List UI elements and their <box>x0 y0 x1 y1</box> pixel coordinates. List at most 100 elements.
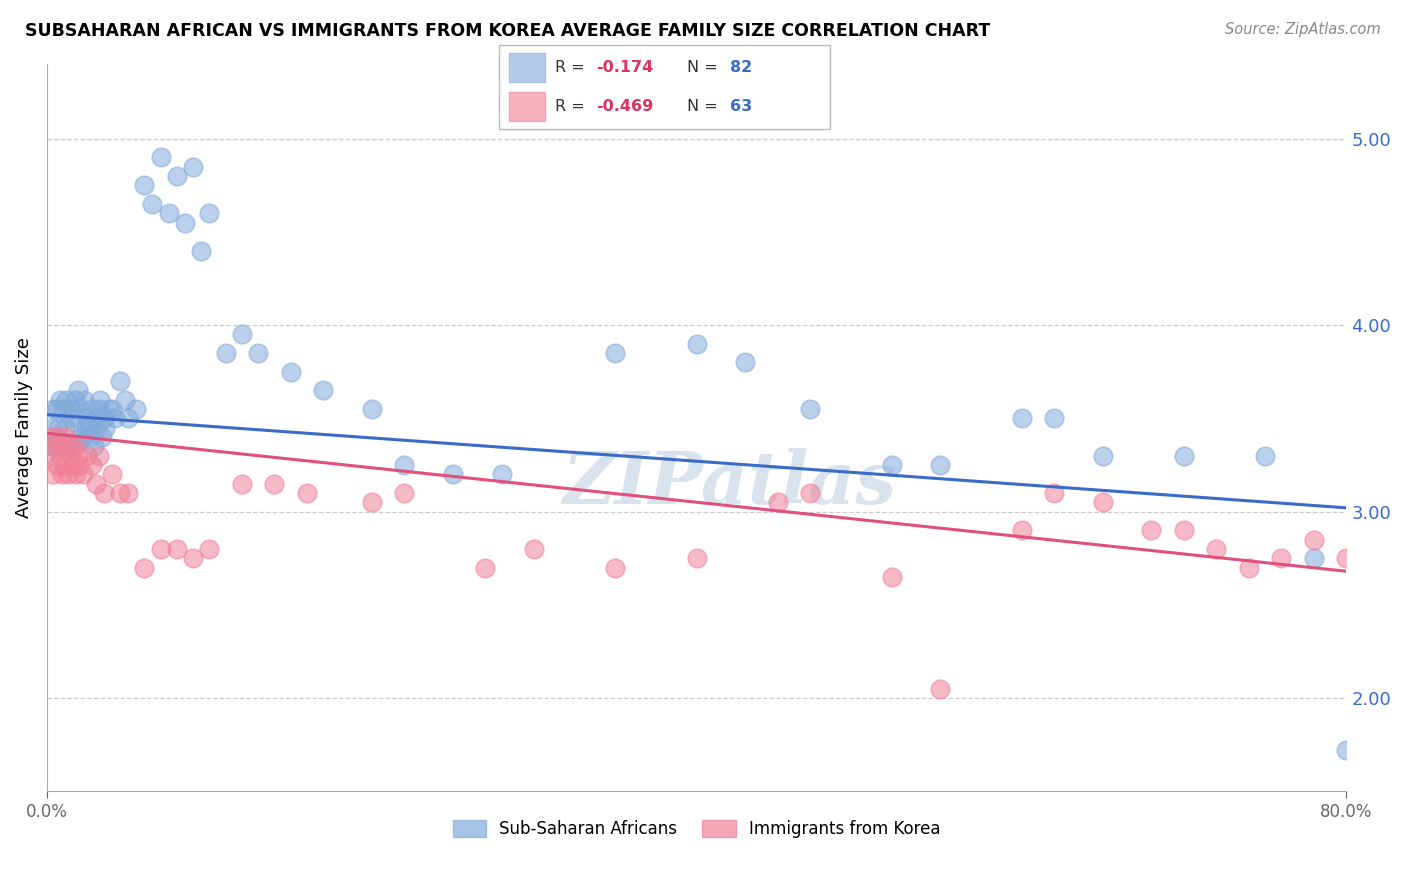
Point <box>101 467 124 482</box>
Point <box>84 476 107 491</box>
Point <box>59 411 82 425</box>
Point <box>1091 449 1114 463</box>
Point <box>108 486 131 500</box>
Point <box>62 458 84 472</box>
Point <box>39 439 62 453</box>
Point <box>94 420 117 434</box>
Point <box>880 458 903 472</box>
Legend: Sub-Saharan Africans, Immigrants from Korea: Sub-Saharan Africans, Immigrants from Ko… <box>446 814 948 845</box>
Point <box>474 560 496 574</box>
Point <box>72 430 94 444</box>
Point <box>117 411 139 425</box>
Point <box>52 439 75 453</box>
Point <box>1043 486 1066 500</box>
Point <box>59 439 82 453</box>
FancyBboxPatch shape <box>509 54 546 82</box>
Text: R =: R = <box>555 60 585 75</box>
Point <box>93 411 115 425</box>
Point <box>231 476 253 491</box>
Point <box>63 439 86 453</box>
Point <box>198 206 221 220</box>
Point <box>360 402 382 417</box>
Point <box>1254 449 1277 463</box>
Point <box>65 467 87 482</box>
Point <box>929 458 952 472</box>
Point <box>42 467 65 482</box>
Point <box>1091 495 1114 509</box>
Point <box>125 402 148 417</box>
Point <box>76 449 98 463</box>
Point <box>77 420 100 434</box>
Point <box>190 244 212 258</box>
Point <box>82 458 104 472</box>
Point <box>44 439 66 453</box>
Point <box>52 402 75 417</box>
Point <box>360 495 382 509</box>
Point <box>114 392 136 407</box>
Point <box>1237 560 1260 574</box>
Point <box>1302 551 1324 566</box>
Point <box>491 467 513 482</box>
Text: SUBSAHARAN AFRICAN VS IMMIGRANTS FROM KOREA AVERAGE FAMILY SIZE CORRELATION CHAR: SUBSAHARAN AFRICAN VS IMMIGRANTS FROM KO… <box>25 22 991 40</box>
Point <box>104 411 127 425</box>
Text: -0.469: -0.469 <box>596 99 654 114</box>
Point <box>1173 523 1195 537</box>
Point <box>63 392 86 407</box>
Text: N =: N = <box>688 99 718 114</box>
Point <box>1011 523 1033 537</box>
Point <box>60 402 83 417</box>
Text: N =: N = <box>688 60 718 75</box>
Point <box>66 449 89 463</box>
Point <box>53 420 76 434</box>
Point <box>91 430 114 444</box>
Point <box>44 439 66 453</box>
Point <box>89 392 111 407</box>
Point <box>97 402 120 417</box>
Point <box>49 392 72 407</box>
Point <box>166 541 188 556</box>
Point <box>263 476 285 491</box>
Point <box>1205 541 1227 556</box>
Point <box>41 430 63 444</box>
Point <box>181 551 204 566</box>
Point <box>46 430 69 444</box>
Point <box>65 411 87 425</box>
Point <box>66 384 89 398</box>
Point <box>134 178 156 193</box>
Point <box>247 346 270 360</box>
Point <box>70 402 93 417</box>
Text: -0.174: -0.174 <box>596 60 654 75</box>
Point <box>685 551 707 566</box>
Point <box>929 681 952 696</box>
Point <box>214 346 236 360</box>
Point <box>134 560 156 574</box>
Point <box>149 150 172 164</box>
Point <box>53 458 76 472</box>
Point <box>55 392 77 407</box>
FancyBboxPatch shape <box>509 92 546 120</box>
Text: R =: R = <box>555 99 585 114</box>
Point <box>1336 743 1358 757</box>
Point <box>141 197 163 211</box>
Point <box>1140 523 1163 537</box>
Point <box>1270 551 1292 566</box>
Point <box>198 541 221 556</box>
Point <box>83 439 105 453</box>
Text: ZIPatlas: ZIPatlas <box>562 448 896 519</box>
Point <box>45 402 67 417</box>
Point <box>117 486 139 500</box>
Point <box>101 402 124 417</box>
Point <box>87 402 110 417</box>
Point <box>157 206 180 220</box>
Point <box>1173 449 1195 463</box>
Point <box>1302 533 1324 547</box>
Point <box>799 402 821 417</box>
Point <box>51 439 73 453</box>
Point <box>605 560 627 574</box>
Point <box>1011 411 1033 425</box>
Point <box>108 374 131 388</box>
Point <box>605 346 627 360</box>
Point <box>56 467 79 482</box>
Point <box>523 541 546 556</box>
FancyBboxPatch shape <box>499 45 830 129</box>
